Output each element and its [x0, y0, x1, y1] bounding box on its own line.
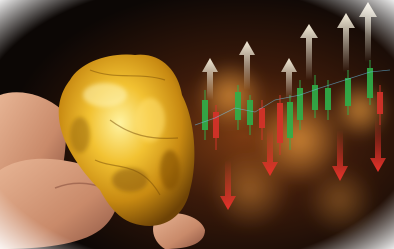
- page: [0, 0, 394, 249]
- photo: [0, 0, 394, 249]
- vignette-border: [0, 0, 394, 249]
